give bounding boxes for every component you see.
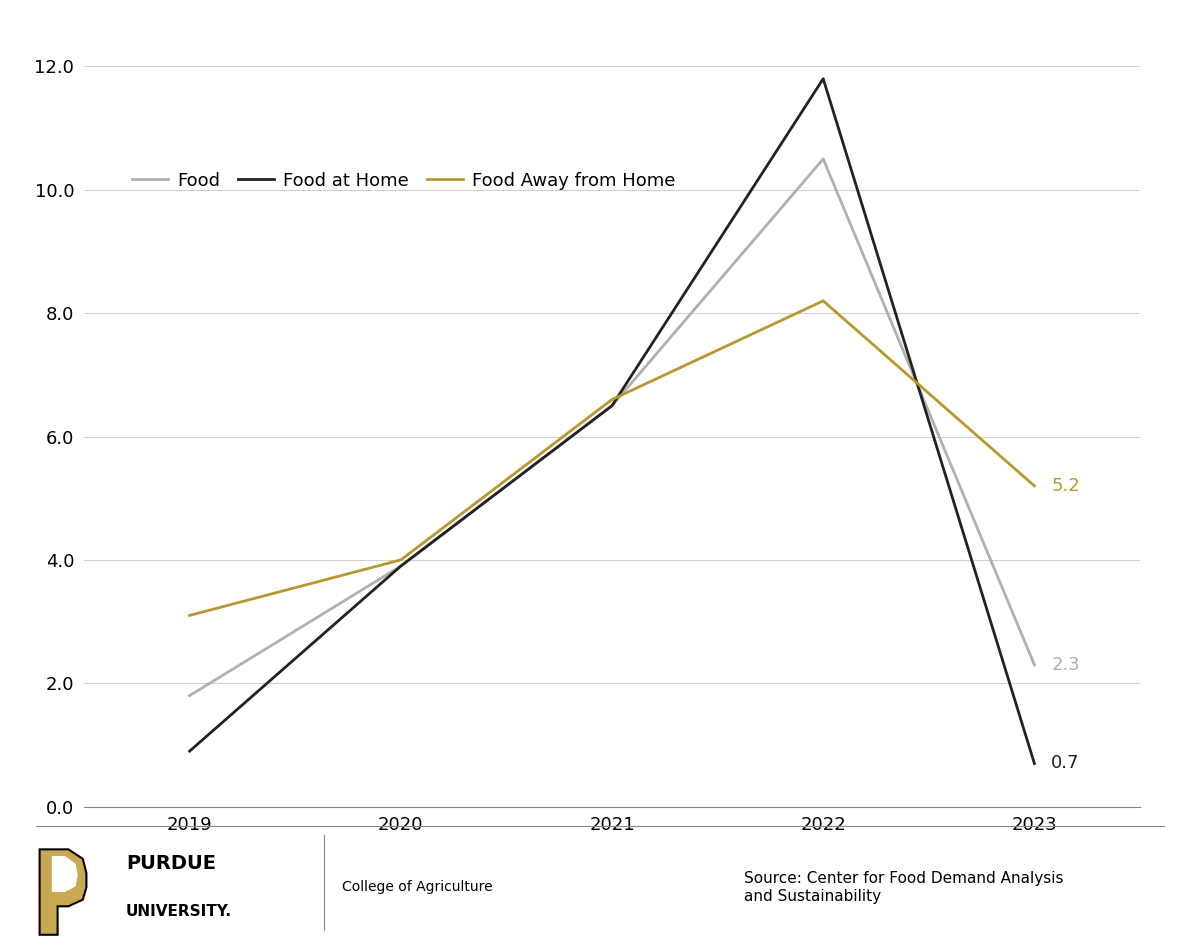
Text: 2.3: 2.3 [1051, 656, 1080, 674]
Polygon shape [40, 849, 86, 935]
Polygon shape [52, 856, 78, 892]
Text: College of Agriculture: College of Agriculture [342, 881, 493, 894]
Text: 0.7: 0.7 [1051, 754, 1080, 772]
Text: Source: Center for Food Demand Analysis
and Sustainability: Source: Center for Food Demand Analysis … [744, 871, 1063, 903]
Legend: Food, Food at Home, Food Away from Home: Food, Food at Home, Food Away from Home [125, 164, 683, 196]
Text: UNIVERSITY.: UNIVERSITY. [126, 903, 232, 919]
Text: 5.2: 5.2 [1051, 477, 1080, 494]
Text: PURDUE: PURDUE [126, 854, 216, 873]
